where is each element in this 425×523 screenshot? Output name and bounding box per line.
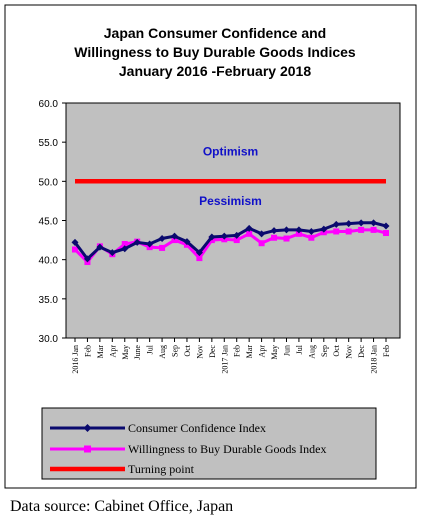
x-tick-label: Jul bbox=[146, 344, 155, 354]
series-0 bbox=[71, 219, 390, 263]
plot-area bbox=[65, 102, 401, 339]
y-tick-label: 30.0 bbox=[39, 334, 59, 345]
data-point bbox=[370, 226, 377, 233]
data-point bbox=[121, 245, 129, 253]
x-tick-label: Feb bbox=[382, 345, 391, 357]
legend-label: Consumer Confidence Index bbox=[128, 421, 266, 435]
data-point bbox=[333, 228, 340, 235]
data-point bbox=[158, 235, 166, 243]
data-point bbox=[270, 227, 278, 235]
x-tick-label: Sep bbox=[171, 345, 180, 357]
series-layer bbox=[71, 179, 390, 266]
x-tick-label: May bbox=[270, 345, 279, 360]
chart-title-line-2: Willingness to Buy Durable Goods Indices bbox=[74, 44, 356, 60]
data-point bbox=[295, 230, 302, 237]
data-point bbox=[295, 226, 303, 234]
chart-title-line-3: January 2016 -February 2018 bbox=[119, 63, 311, 79]
y-tick-label: 45.0 bbox=[39, 217, 59, 228]
data-point bbox=[121, 241, 128, 247]
legend-label: Turning point bbox=[128, 462, 195, 476]
data-point bbox=[96, 243, 104, 251]
data-point bbox=[282, 226, 290, 234]
x-tick-label: Dec bbox=[208, 345, 217, 358]
data-point bbox=[307, 227, 315, 235]
data-point bbox=[159, 244, 166, 251]
data-point bbox=[171, 237, 178, 244]
x-tick-label: Aug bbox=[307, 345, 316, 359]
x-tick-label: Oct bbox=[332, 344, 341, 356]
y-axis: 60.0 55.0 50.0 45.0 40.0 35.0 30.0 bbox=[39, 99, 66, 345]
x-tick-label: Apr bbox=[108, 345, 117, 358]
data-point bbox=[320, 225, 328, 233]
x-tick-label: Nov bbox=[345, 345, 354, 359]
x-tick-label: 2016 Jan bbox=[71, 345, 80, 374]
data-point bbox=[146, 240, 154, 248]
x-tick-label: Aug bbox=[158, 345, 167, 359]
data-point bbox=[345, 220, 353, 228]
data-point bbox=[345, 228, 352, 235]
data-point bbox=[83, 255, 91, 263]
x-tick-label: Oct bbox=[183, 344, 192, 356]
x-axis: 2016 Jan Feb Mar Apr May June Jul Aug Sep Oct Nov D… bbox=[71, 338, 391, 374]
x-tick-label: June bbox=[133, 345, 142, 360]
data-point bbox=[382, 222, 390, 230]
data-point bbox=[271, 234, 278, 241]
y-tick-label: 60.0 bbox=[39, 99, 59, 110]
legend-swatch-marker bbox=[84, 445, 91, 453]
x-tick-label: Feb bbox=[233, 345, 242, 357]
x-tick-label: Dec bbox=[357, 345, 366, 358]
data-point bbox=[358, 226, 365, 233]
data-point bbox=[258, 230, 266, 238]
y-tick-label: 40.0 bbox=[39, 256, 59, 267]
y-tick-label: 50.0 bbox=[39, 177, 59, 188]
data-point bbox=[72, 246, 78, 253]
x-tick-label: Apr bbox=[258, 345, 267, 358]
data-point bbox=[332, 220, 340, 228]
data-point bbox=[283, 235, 290, 242]
data-point bbox=[196, 255, 203, 262]
x-tick-label: Jun bbox=[282, 345, 291, 356]
x-tick-label: Jul bbox=[295, 344, 304, 354]
data-point bbox=[308, 234, 315, 241]
chart-title-line-1: Japan Consumer Confidence and bbox=[104, 25, 326, 41]
x-tick-label: 2018 Jan bbox=[370, 345, 379, 374]
data-source-note: Data source: Cabinet Office, Japan bbox=[10, 498, 233, 515]
legend-item: Turning point bbox=[50, 462, 195, 476]
legend-item: Consumer Confidence Index bbox=[50, 421, 266, 435]
x-tick-label: Feb bbox=[83, 345, 92, 357]
legend: Consumer Confidence Index Willingness to … bbox=[50, 421, 327, 476]
data-point bbox=[195, 249, 203, 257]
annotation-layer: Optimism Pessimism bbox=[199, 144, 262, 207]
data-point bbox=[133, 238, 141, 246]
annotation-label: Optimism bbox=[203, 144, 258, 158]
data-point bbox=[208, 233, 216, 241]
annotation-label: Pessimism bbox=[199, 194, 262, 208]
data-point bbox=[108, 249, 116, 257]
data-point bbox=[370, 219, 378, 227]
y-tick-label: 55.0 bbox=[39, 138, 59, 149]
data-point bbox=[171, 232, 179, 240]
x-tick-label: Nov bbox=[195, 345, 204, 359]
data-point bbox=[71, 238, 79, 246]
data-point bbox=[233, 237, 240, 244]
legend-swatch-marker bbox=[83, 424, 92, 432]
x-tick-label: May bbox=[121, 345, 130, 360]
legend-item: Willingness to Buy Durable Goods Index bbox=[50, 442, 327, 456]
data-point bbox=[233, 231, 241, 239]
x-tick-label: Mar bbox=[96, 345, 105, 359]
data-point bbox=[258, 240, 265, 247]
data-point bbox=[220, 232, 228, 240]
x-tick-label: Sep bbox=[320, 345, 329, 357]
data-point bbox=[245, 224, 253, 232]
legend-label: Willingness to Buy Durable Goods Index bbox=[128, 442, 327, 456]
data-point bbox=[383, 230, 389, 237]
data-point bbox=[246, 230, 253, 237]
x-tick-label: Mar bbox=[245, 345, 254, 359]
data-point bbox=[183, 238, 191, 246]
x-tick-label: 2017 Jan bbox=[220, 345, 229, 374]
data-point bbox=[357, 219, 365, 227]
y-tick-label: 35.0 bbox=[39, 295, 59, 306]
